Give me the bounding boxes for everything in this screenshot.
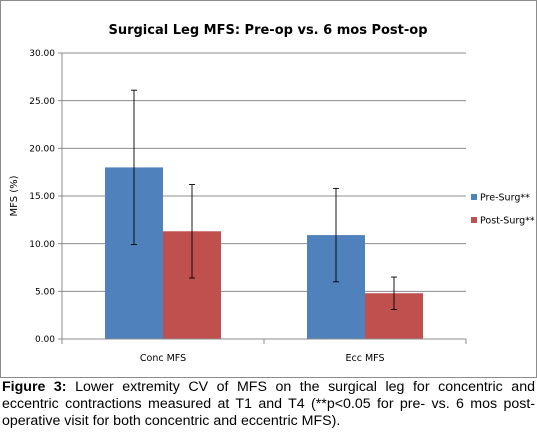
chart-title: Surgical Leg MFS: Pre-op vs. 6 mos Post-… <box>108 23 427 38</box>
y-tick-label: 15.00 <box>29 192 55 202</box>
legend-label: Pre-Surg** <box>480 193 530 204</box>
bar-chart: Surgical Leg MFS: Pre-op vs. 6 mos Post-… <box>9 23 535 364</box>
caption-label: Figure 3: <box>2 379 67 395</box>
legend-swatch <box>471 217 477 223</box>
y-axis-title: MFS (%) <box>9 175 20 216</box>
legend-swatch <box>471 194 477 200</box>
y-tick-label: 0.00 <box>35 335 55 345</box>
y-tick-label: 30.00 <box>29 49 55 59</box>
bars <box>105 89 423 339</box>
y-tick-label: 10.00 <box>29 240 55 250</box>
axes: 0.00 5.00 10.00 15.00 20.00 25.00 30.00 Conc MF… <box>29 49 467 364</box>
x-category-label: Conc MFS <box>140 353 186 364</box>
legend-label: Post-Surg** <box>480 216 535 227</box>
figure-caption: Figure 3: Lower extremity CV of MFS on t… <box>2 379 535 430</box>
y-tick-label: 5.00 <box>35 288 55 298</box>
x-category-label: Ecc MFS <box>346 353 385 364</box>
y-tick-label: 20.00 <box>29 145 55 155</box>
legend: Pre-Surg** Post-Surg** <box>471 193 535 227</box>
y-tick-label: 25.00 <box>29 97 55 107</box>
caption-text: Lower extremity CV of MFS on the surgica… <box>2 379 535 429</box>
